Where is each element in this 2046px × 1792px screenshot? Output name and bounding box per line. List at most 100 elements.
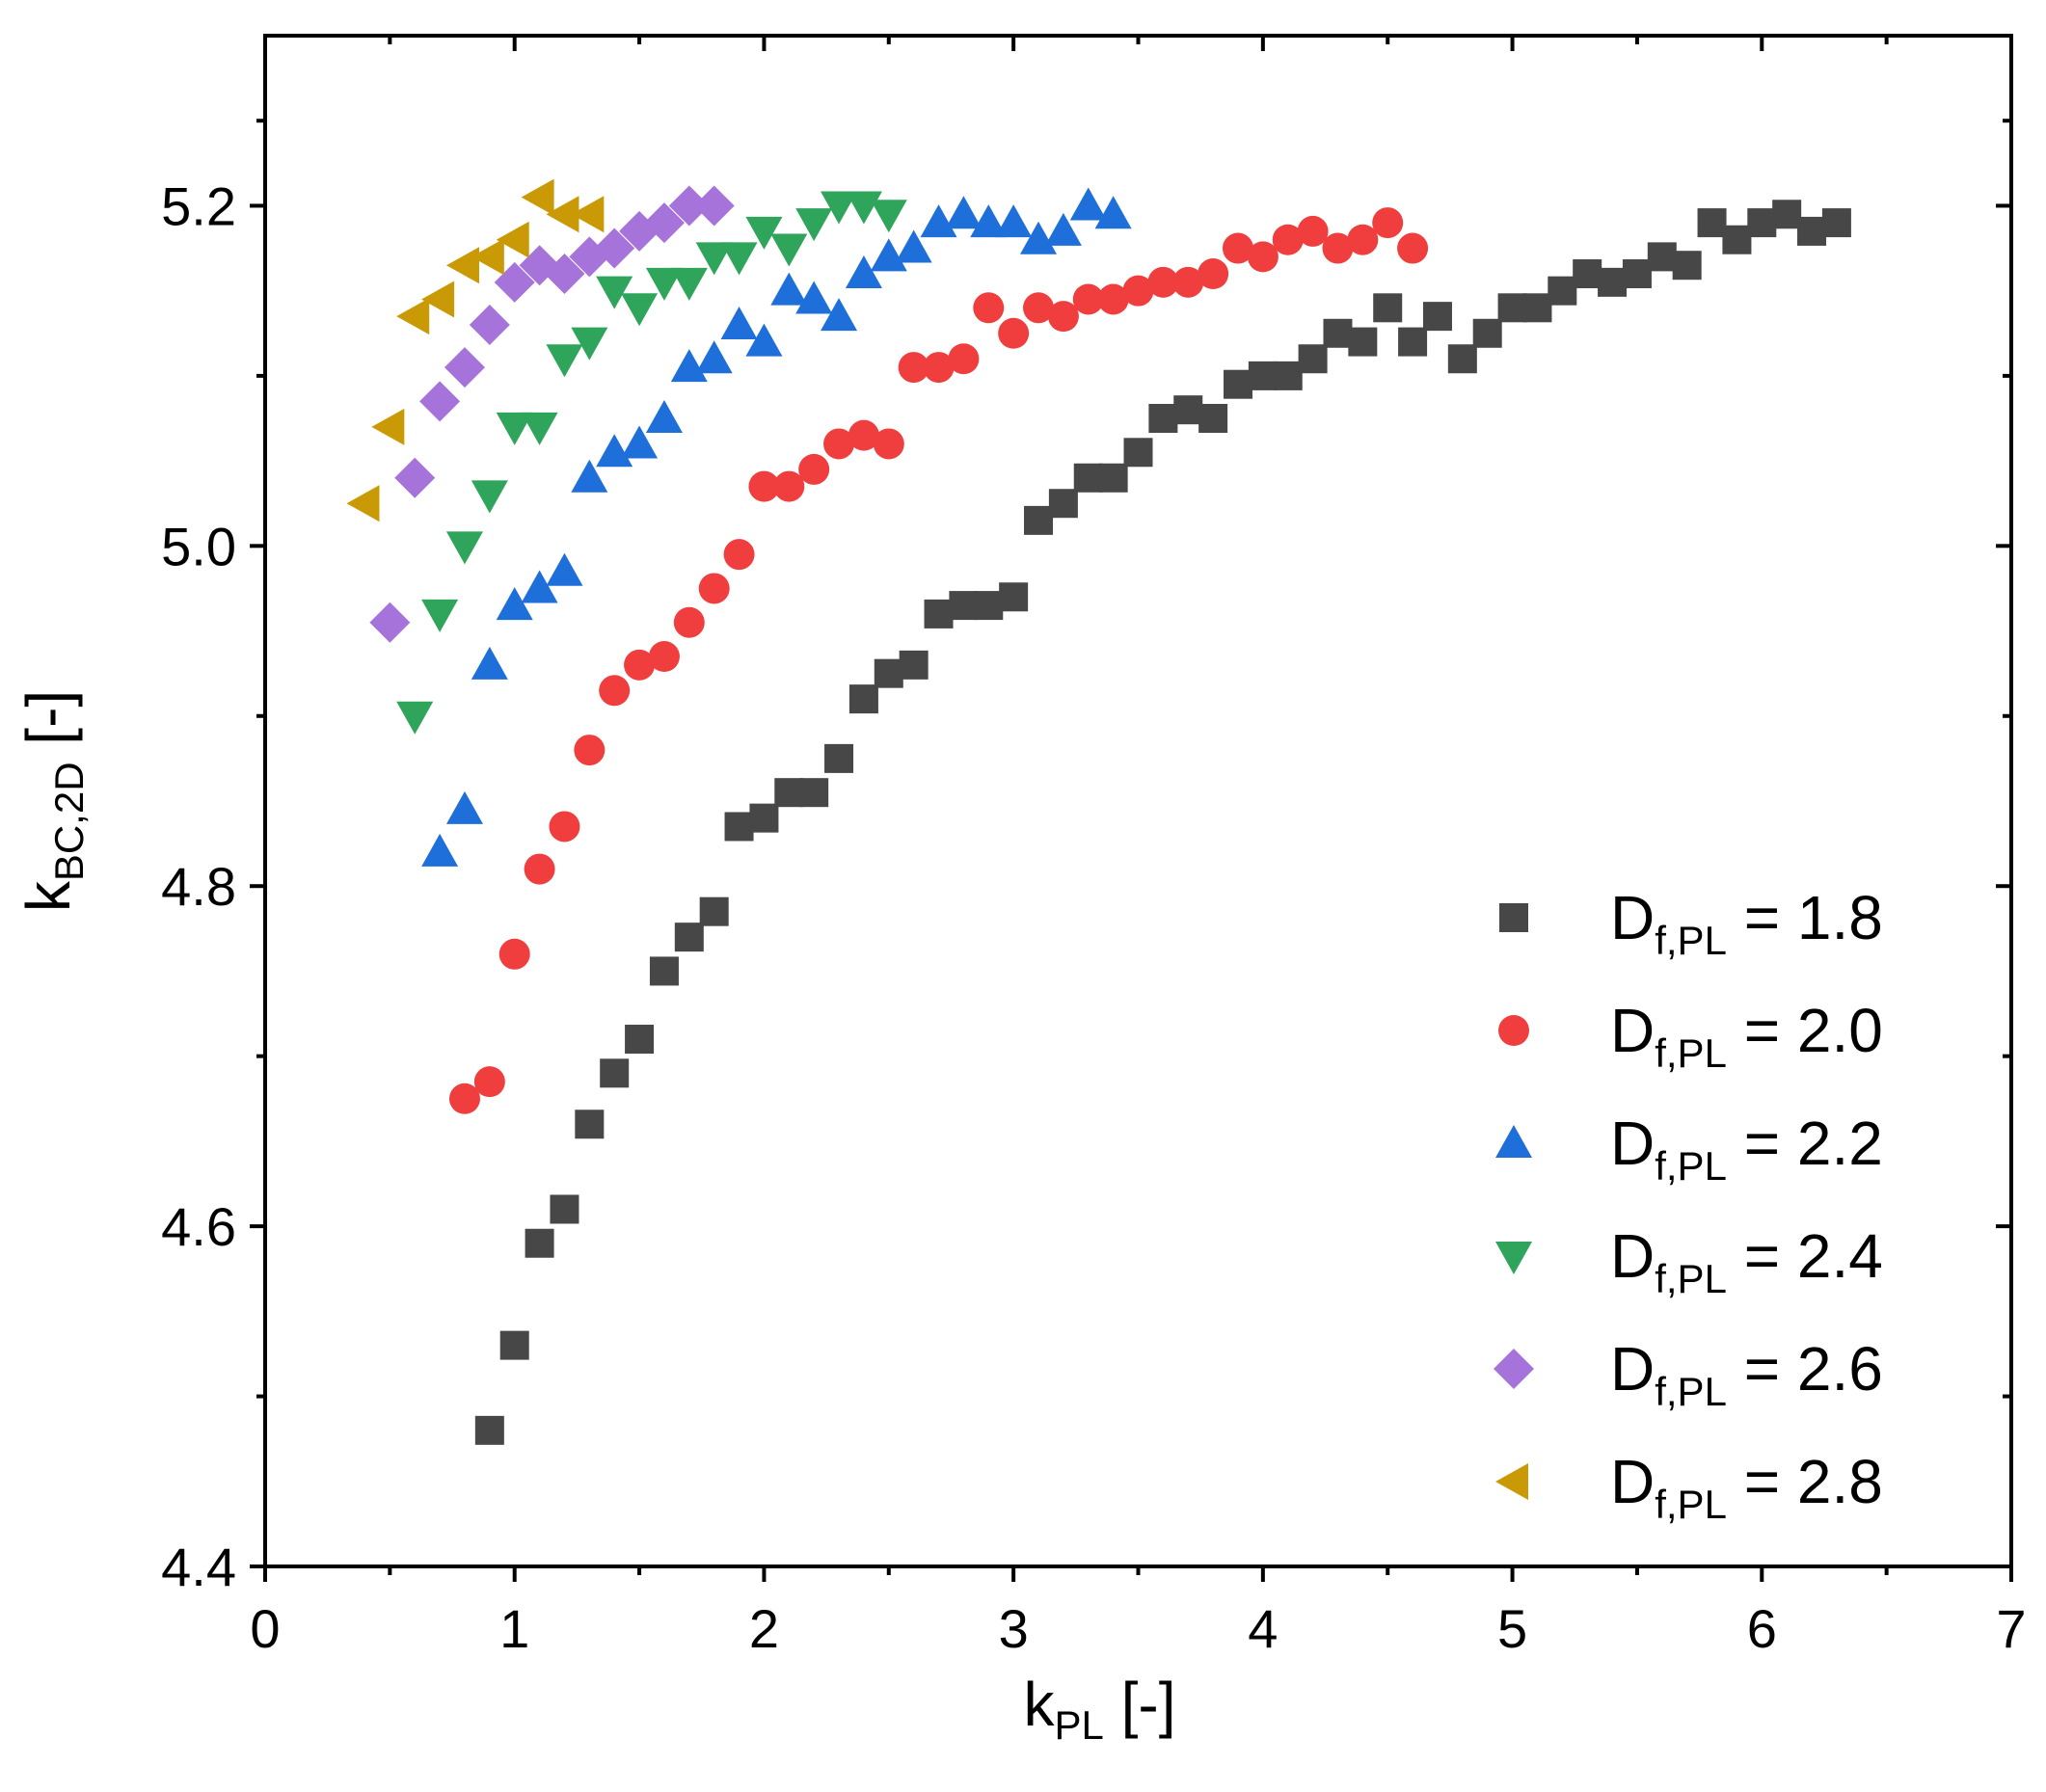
data-point xyxy=(924,599,954,629)
data-point xyxy=(745,323,783,357)
data-point xyxy=(770,272,808,306)
legend-label-value: = 2.0 xyxy=(1727,996,1883,1065)
data-point xyxy=(695,340,733,374)
data-point xyxy=(1821,208,1851,238)
data-point xyxy=(421,599,459,632)
data-point xyxy=(798,453,830,485)
data-point xyxy=(649,956,679,986)
data-point xyxy=(550,1194,579,1224)
legend-label-subscript: f,PL xyxy=(1655,1482,1727,1527)
data-point xyxy=(421,833,459,867)
data-point xyxy=(494,261,535,303)
data-point xyxy=(371,408,405,445)
data-point xyxy=(599,675,631,707)
data-point xyxy=(469,304,510,345)
data-point xyxy=(845,255,882,289)
x-axis-title-main: k xyxy=(1023,1670,1055,1739)
data-point xyxy=(496,587,533,621)
legend-marker xyxy=(1499,903,1528,932)
legend-label: Df,PL = 2.0 xyxy=(1610,996,1883,1076)
y-tick-label: 4.8 xyxy=(161,856,236,917)
data-point xyxy=(1148,404,1178,433)
data-point xyxy=(873,428,904,460)
data-point xyxy=(723,539,755,571)
legend-label: Df,PL = 2.6 xyxy=(1610,1334,1883,1414)
legend-marker xyxy=(1495,1125,1532,1158)
data-point xyxy=(396,701,434,735)
data-point xyxy=(895,229,932,263)
data-point xyxy=(643,202,685,244)
data-point xyxy=(673,606,705,638)
data-point xyxy=(1073,463,1103,493)
data-point xyxy=(471,480,508,514)
data-point xyxy=(949,591,979,621)
data-point xyxy=(1398,327,1428,357)
data-point xyxy=(571,196,605,233)
x-axis-title-suffix: [-] xyxy=(1104,1670,1176,1739)
data-point xyxy=(848,419,879,451)
data-point xyxy=(799,778,829,808)
legend-label-value: = 2.6 xyxy=(1727,1334,1883,1404)
data-point xyxy=(795,281,833,314)
legend-item: Df,PL = 1.8 xyxy=(1499,883,1883,963)
legend-marker xyxy=(1498,1015,1529,1046)
legend-label-value: = 2.2 xyxy=(1727,1109,1883,1178)
data-point xyxy=(1047,301,1079,333)
legend-label-subscript: f,PL xyxy=(1655,1256,1727,1301)
legend-item: Df,PL = 2.8 xyxy=(1495,1447,1883,1527)
data-point xyxy=(1298,344,1328,374)
legend: Df,PL = 1.8Df,PL = 2.0Df,PL = 2.2Df,PL =… xyxy=(1494,883,1883,1527)
data-point xyxy=(521,570,558,603)
data-point xyxy=(848,684,878,714)
data-point xyxy=(1797,216,1827,246)
data-point xyxy=(698,573,730,604)
data-point xyxy=(670,349,708,383)
data-point xyxy=(596,434,633,468)
data-point xyxy=(1747,208,1777,238)
legend-label-main: D xyxy=(1610,883,1655,952)
data-point xyxy=(823,428,855,460)
data-point xyxy=(724,812,754,842)
x-tick-label: 7 xyxy=(1996,1598,2026,1659)
data-point xyxy=(699,896,729,926)
x-tick-label: 4 xyxy=(1248,1598,1278,1659)
data-point xyxy=(1497,293,1527,323)
legend-label: Df,PL = 2.2 xyxy=(1610,1109,1883,1189)
legend-label-main: D xyxy=(1610,1334,1655,1404)
series-2-8 xyxy=(346,178,605,522)
series-1-8 xyxy=(474,200,1851,1445)
legend-label-main: D xyxy=(1610,1447,1655,1516)
y-axis-title-subscript: BC,2D xyxy=(46,762,92,881)
data-point xyxy=(498,938,530,970)
data-point xyxy=(899,650,929,680)
plot-frame xyxy=(263,34,2013,1568)
data-point xyxy=(773,470,805,502)
data-point xyxy=(474,1415,504,1445)
data-point xyxy=(621,425,659,459)
data-point xyxy=(870,238,907,272)
data-point xyxy=(1044,212,1082,246)
legend-label-value: = 1.8 xyxy=(1727,883,1883,952)
data-point xyxy=(920,204,957,238)
data-point xyxy=(795,208,833,242)
data-point xyxy=(995,204,1033,238)
data-point xyxy=(824,743,854,773)
axis-tick-labels: 0 1 2 3 4 5 6 7 4.4 4.6 4.8 5.0 5.2 xyxy=(161,175,2026,1659)
legend-marker xyxy=(1494,1349,1534,1389)
legend-label-main: D xyxy=(1610,1221,1655,1291)
data-point xyxy=(1297,215,1329,247)
data-point xyxy=(421,281,455,318)
data-point xyxy=(1248,361,1278,390)
data-point xyxy=(394,457,436,498)
data-point xyxy=(369,602,411,643)
data-point xyxy=(1072,283,1104,315)
data-point xyxy=(471,646,508,680)
data-point xyxy=(473,1066,505,1098)
data-point xyxy=(1198,258,1229,290)
legend-label-subscript: f,PL xyxy=(1655,1030,1727,1076)
data-point xyxy=(419,381,461,422)
data-point xyxy=(645,267,683,301)
data-point xyxy=(471,238,504,276)
data-point xyxy=(1173,395,1203,425)
data-point xyxy=(1447,344,1477,374)
